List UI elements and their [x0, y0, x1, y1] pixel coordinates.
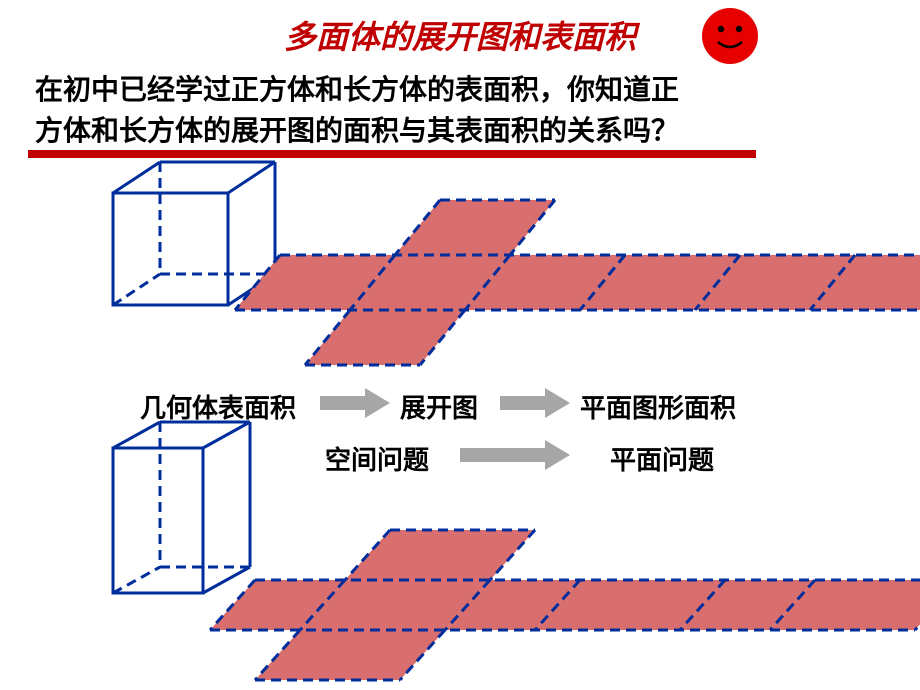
arrow-icon-3	[460, 440, 570, 470]
flow-label-3: 平面图形面积	[580, 388, 736, 425]
smiley-icon	[700, 6, 760, 66]
flow-label-5: 平面问题	[610, 440, 714, 477]
underline-bar	[28, 150, 756, 158]
cuboid-net-bottom	[200, 530, 920, 690]
question-line1: 在初中已经学过正方体和长方体的表面积，你知道正	[35, 74, 679, 105]
arrow-icon-1	[320, 388, 390, 418]
question-text: 在初中已经学过正方体和长方体的表面积，你知道正 方体和长方体的展开图的面积与其表…	[35, 70, 905, 151]
cube-net-top	[225, 200, 920, 370]
question-line2: 方体和长方体的展开图的面积与其表面积的关系吗？	[35, 115, 679, 146]
slide-title: 多面体的展开图和表面积	[0, 12, 920, 58]
flow-label-4: 空间问题	[325, 440, 429, 477]
arrow-icon-2	[500, 388, 570, 418]
flow-label-2: 展开图	[400, 388, 478, 425]
